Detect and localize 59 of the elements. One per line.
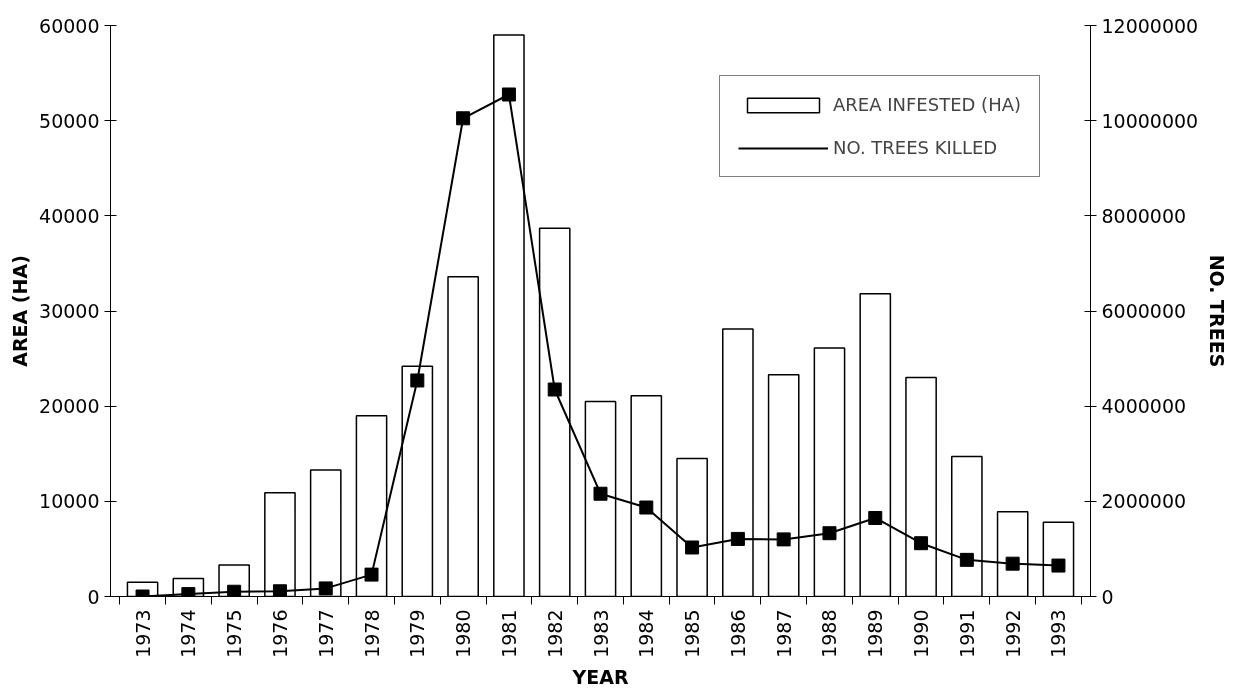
x-tick-label: 1985 xyxy=(681,609,704,658)
point xyxy=(547,382,562,397)
x-tick-label: 1975 xyxy=(223,609,246,658)
x-tick-label: 1981 xyxy=(497,609,520,658)
x-tick-label: 1987 xyxy=(772,609,795,658)
x-tick-label: 1976 xyxy=(268,609,291,658)
x-tick-label: 1984 xyxy=(635,609,658,658)
y2-tick-label: 8000000 xyxy=(1101,204,1187,227)
x-tick-label: 1992 xyxy=(1001,609,1024,658)
point xyxy=(456,111,471,126)
legend-label: NO. TREES KILLED xyxy=(833,137,998,158)
y2-tick-label: 6000000 xyxy=(1101,300,1187,322)
point xyxy=(272,584,287,597)
y2-tick-label: 0 xyxy=(1101,585,1114,608)
x-tick-label: 1986 xyxy=(726,609,749,658)
point xyxy=(410,373,425,388)
y2-tick-label: 4000000 xyxy=(1101,395,1187,418)
x-tick-label: 1974 xyxy=(177,609,200,658)
y-tick-label: 60000 xyxy=(39,14,100,37)
x-tick-label: 1993 xyxy=(1047,609,1070,658)
point xyxy=(318,581,333,596)
x-tick-label: 1990 xyxy=(910,609,933,658)
y-tick-label: 20000 xyxy=(39,395,100,418)
x-tick-label: 1973 xyxy=(131,609,154,658)
y2-tick-label: 12000000 xyxy=(1101,14,1199,37)
y-tick-label: 40000 xyxy=(39,204,100,227)
x-tick-label: 1991 xyxy=(955,609,978,658)
point xyxy=(1005,556,1020,571)
legend-label: AREA INFESTED (HA) xyxy=(833,94,1021,115)
x-tick-label: 1978 xyxy=(360,609,383,658)
x-tick-label: 1980 xyxy=(452,609,475,658)
point xyxy=(501,87,516,102)
point xyxy=(227,584,242,597)
x-tick-label: 1983 xyxy=(589,609,612,658)
point xyxy=(1051,558,1066,573)
point xyxy=(776,532,791,547)
x-axis-title: YEAR xyxy=(571,665,629,688)
x-tick-label: 1982 xyxy=(543,609,566,658)
point xyxy=(868,510,883,525)
point xyxy=(593,486,608,501)
point xyxy=(685,540,700,555)
x-tick-label: 1977 xyxy=(314,609,337,658)
point xyxy=(639,500,654,515)
y2-tick-label: 10000000 xyxy=(1101,109,1199,132)
y-tick-label: 0 xyxy=(87,585,100,608)
point xyxy=(822,526,837,541)
point xyxy=(959,552,974,567)
point xyxy=(364,567,379,582)
point xyxy=(914,536,929,551)
y-tick-label: 30000 xyxy=(39,300,100,322)
y-axis-title: AREA (HA) xyxy=(9,255,32,367)
y2-axis-title: NO. TREES xyxy=(1206,254,1229,368)
x-tick-label: 1989 xyxy=(864,609,887,658)
y-tick-label: 10000 xyxy=(39,490,100,513)
x-tick-label: 1979 xyxy=(406,609,429,658)
y2-tick-label: 2000000 xyxy=(1101,490,1187,513)
point xyxy=(730,531,745,546)
y-tick-label: 50000 xyxy=(39,109,100,132)
x-tick-label: 1988 xyxy=(818,609,841,658)
